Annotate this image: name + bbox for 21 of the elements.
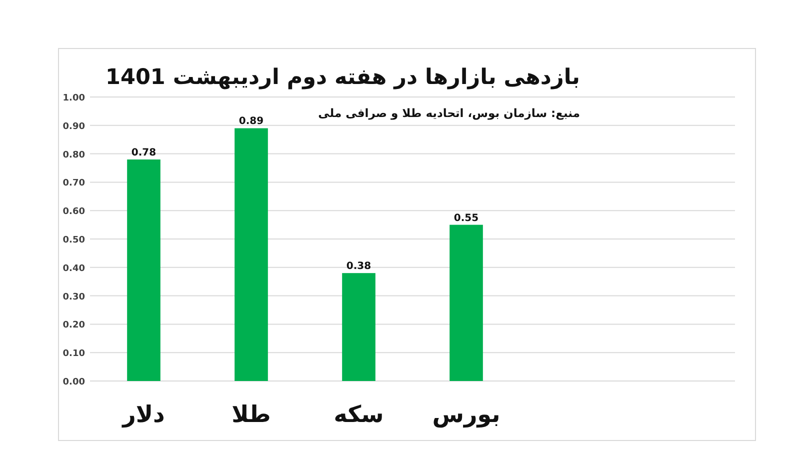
- annotation: منبع: سازمان بوس، اتحادیه طلا و صرافی ملی: [318, 106, 580, 120]
- y-tick-label: 0.60: [62, 207, 85, 218]
- title: بازدهی بازارها در هفته دوم اردیبهشت 1401: [106, 65, 580, 90]
- y-tick-label: 0.80: [62, 150, 85, 160]
- y-tick-label: 0.50: [62, 236, 85, 246]
- y-tick-label: 0.20: [62, 320, 85, 331]
- y-tick-label: 0.40: [62, 264, 85, 274]
- data-label: 0.38: [346, 261, 372, 272]
- y-tick-label: 0.30: [62, 292, 85, 302]
- y-tick-label: 0.90: [62, 122, 85, 132]
- y-tick-label: 0.00: [62, 378, 85, 388]
- data-label: 0.89: [238, 116, 264, 128]
- x-tick-label: دلار: [122, 402, 165, 428]
- y-tick-label: 0.10: [62, 349, 85, 360]
- y-tick-label: 0.70: [62, 178, 85, 189]
- x-tick-label: طلا: [232, 402, 271, 428]
- x-tick-label: بورس: [432, 402, 500, 428]
- x-tick-label: سکه: [334, 402, 384, 428]
- y-tick-label: 1.00: [62, 94, 85, 104]
- data-label: 0.55: [454, 212, 479, 224]
- data-label: 0.78: [131, 147, 156, 158]
